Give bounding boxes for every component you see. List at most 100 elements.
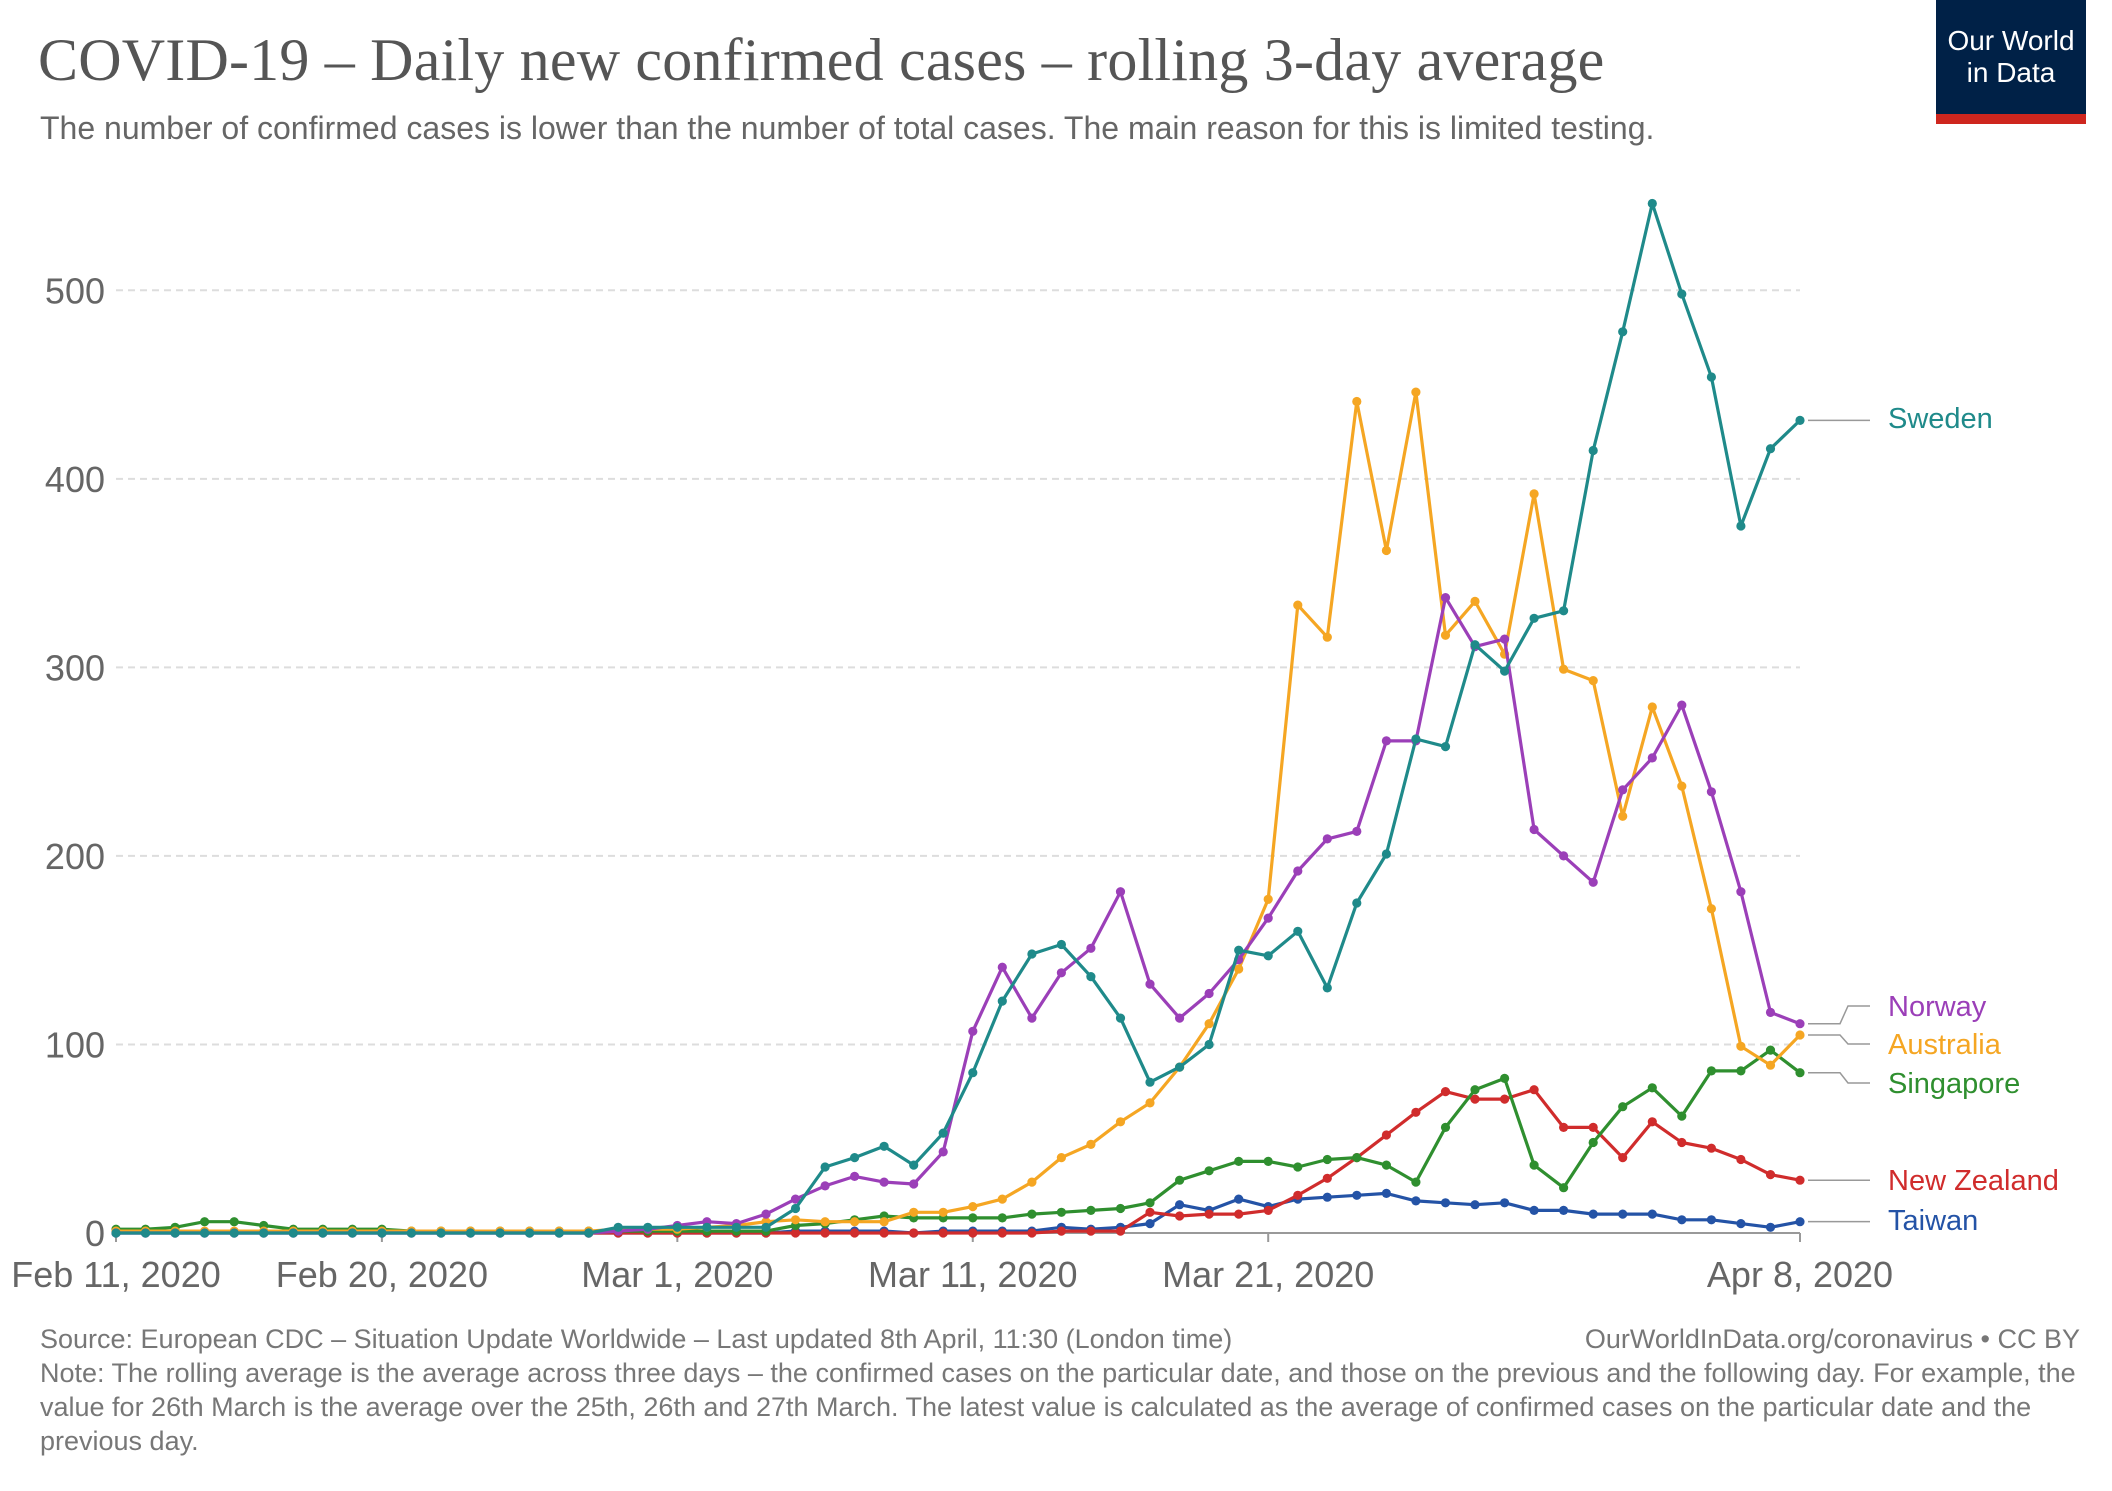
data-point-new-zealand: [1322, 1173, 1332, 1183]
data-point-australia: [1677, 781, 1687, 791]
data-point-sweden: [938, 1128, 948, 1138]
data-point-new-zealand: [1647, 1117, 1657, 1127]
data-point-sweden: [436, 1228, 446, 1238]
label-connector-norway: [1808, 1005, 1870, 1025]
data-point-sweden: [140, 1228, 151, 1238]
data-point-sweden: [229, 1228, 239, 1238]
owid-logo[interactable]: Our World in Data: [1936, 0, 2086, 124]
data-point-sweden: [1263, 951, 1273, 961]
data-point-new-zealand: [850, 1228, 860, 1238]
data-point-singapore: [1440, 1122, 1451, 1132]
data-point-taiwan: [1175, 1200, 1185, 1210]
data-point-sweden: [1381, 849, 1391, 859]
data-point-sweden: [318, 1228, 328, 1238]
data-point-norway: [938, 1147, 948, 1157]
series-new-zealand: [584, 1085, 1805, 1238]
data-point-norway: [909, 1179, 919, 1189]
data-point-australia: [850, 1217, 860, 1227]
data-point-norway: [1115, 887, 1126, 897]
data-point-sweden: [554, 1228, 564, 1238]
series-line-australia: [116, 390, 1802, 1233]
logo-line-1: Our World: [1947, 25, 2075, 56]
series-line-new-zealand: [588, 1088, 1801, 1235]
data-point-new-zealand: [1411, 1107, 1421, 1117]
data-point-new-zealand: [1234, 1209, 1244, 1219]
data-point-taiwan: [1381, 1188, 1391, 1198]
data-point-norway: [997, 962, 1007, 972]
y-tick-label: 400: [45, 459, 105, 500]
chart-subtitle: The number of confirmed cases is lower t…: [40, 110, 1655, 146]
data-point-new-zealand: [1588, 1122, 1598, 1132]
data-point-singapore: [1765, 1045, 1776, 1055]
data-point-sweden: [1440, 742, 1451, 752]
data-point-sweden: [1027, 949, 1037, 959]
credit-link[interactable]: OurWorldInData.org/coronavirus • CC BY: [1584, 1324, 2080, 1354]
data-point-taiwan: [1706, 1215, 1716, 1225]
data-point-singapore: [1086, 1205, 1096, 1215]
data-point-australia: [1529, 489, 1539, 499]
data-point-taiwan: [1736, 1219, 1746, 1229]
data-point-new-zealand: [938, 1228, 948, 1238]
data-point-australia: [968, 1202, 978, 1212]
data-point-new-zealand: [1027, 1228, 1037, 1238]
data-point-sweden: [1234, 945, 1244, 955]
data-point-sweden: [879, 1141, 889, 1151]
data-point-singapore: [1588, 1137, 1598, 1148]
data-point-australia: [1027, 1177, 1037, 1187]
data-point-taiwan: [1618, 1209, 1628, 1219]
data-point-taiwan: [1322, 1192, 1332, 1202]
series-label-singapore: Singapore: [1888, 1068, 2020, 1100]
data-point-sweden: [850, 1153, 860, 1163]
data-point-singapore: [1352, 1153, 1362, 1163]
data-point-australia: [1588, 676, 1598, 686]
data-point-taiwan: [1677, 1215, 1687, 1225]
data-point-norway: [820, 1181, 830, 1191]
y-axis-ticks: 0 100 200 300 400 500: [45, 270, 105, 1254]
data-point-norway: [850, 1171, 860, 1181]
data-point-australia: [938, 1207, 948, 1217]
data-point-sweden: [1322, 983, 1332, 993]
label-connector-singapore: [1808, 1071, 1870, 1084]
data-point-norway: [790, 1194, 801, 1204]
series-norway: [111, 593, 1805, 1238]
label-connector-australia: [1808, 1034, 1870, 1045]
data-point-australia: [997, 1194, 1007, 1204]
data-point-taiwan: [1795, 1217, 1805, 1227]
data-point-taiwan: [1559, 1205, 1569, 1215]
data-point-norway: [968, 1026, 978, 1036]
data-point-sweden: [288, 1228, 298, 1238]
data-point-sweden: [1115, 1013, 1126, 1023]
data-point-sweden: [968, 1068, 978, 1078]
data-point-sweden: [613, 1222, 623, 1232]
data-point-norway: [1293, 866, 1303, 876]
data-point-singapore: [1411, 1177, 1421, 1187]
data-point-sweden: [170, 1228, 180, 1238]
data-point-sweden: [820, 1162, 830, 1172]
data-point-australia: [1411, 387, 1421, 397]
data-point-new-zealand: [1115, 1226, 1126, 1236]
data-point-sweden: [495, 1228, 505, 1238]
series-line-singapore: [116, 1048, 1801, 1233]
data-point-singapore: [1529, 1160, 1539, 1170]
x-tick-label: Feb 11, 2020: [11, 1254, 221, 1295]
data-point-sweden: [377, 1228, 387, 1238]
data-point-norway: [1736, 887, 1746, 897]
data-point-singapore: [1204, 1166, 1214, 1176]
x-tick-label: Mar 21, 2020: [1162, 1254, 1374, 1295]
series-label-taiwan: Taiwan: [1888, 1205, 1978, 1237]
data-point-new-zealand: [1440, 1087, 1451, 1097]
data-point-singapore: [1056, 1207, 1066, 1217]
data-point-new-zealand: [820, 1228, 830, 1238]
x-tick-label: Mar 1, 2020: [581, 1254, 773, 1295]
data-point-australia: [1765, 1060, 1776, 1070]
data-point-australia: [1559, 664, 1569, 674]
series-lines: [111, 198, 1805, 1238]
data-point-norway: [1647, 753, 1657, 763]
data-point-singapore: [1706, 1066, 1716, 1076]
data-point-sweden: [465, 1228, 476, 1238]
series-label-new-zealand: New Zealand: [1888, 1165, 2059, 1197]
data-point-australia: [1440, 630, 1451, 640]
data-point-norway: [1440, 593, 1451, 603]
line-chart: 0 100 200 300 400 500 Feb 11, 2020 Feb 20, 202…: [11, 198, 2059, 1295]
data-point-sweden: [1411, 734, 1421, 744]
